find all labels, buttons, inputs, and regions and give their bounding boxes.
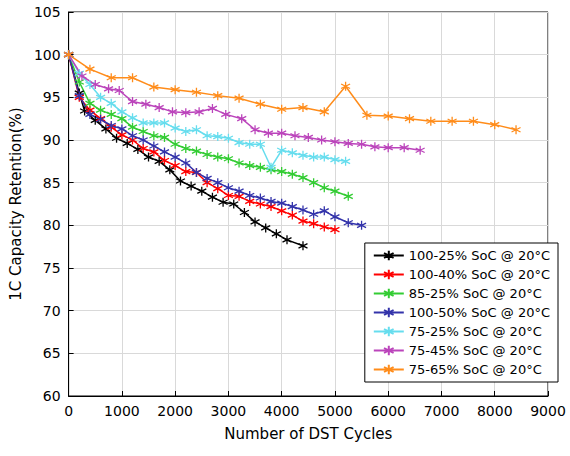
svg-text:Number of DST Cycles: Number of DST Cycles [224,425,392,443]
svg-text:9000: 9000 [530,403,566,419]
svg-text:1C Capacity Retention(%): 1C Capacity Retention(%) [7,107,25,300]
svg-text:75-25% SoC @ 20°C: 75-25% SoC @ 20°C [409,324,542,339]
svg-text:60: 60 [43,388,61,404]
svg-text:105: 105 [34,4,61,20]
svg-text:100-50% SoC @ 20°C: 100-50% SoC @ 20°C [409,305,550,320]
svg-text:75-45% SoC @ 20°C: 75-45% SoC @ 20°C [409,343,542,358]
svg-text:6000: 6000 [370,403,406,419]
svg-text:100-25% SoC @ 20°C: 100-25% SoC @ 20°C [409,248,550,263]
svg-text:65: 65 [43,345,61,361]
svg-text:100: 100 [34,47,61,63]
svg-text:75: 75 [43,260,61,276]
svg-text:7000: 7000 [424,403,460,419]
svg-text:85: 85 [43,175,61,191]
svg-text:70: 70 [43,303,61,319]
svg-text:2000: 2000 [157,403,193,419]
svg-text:100-40% SoC @ 20°C: 100-40% SoC @ 20°C [409,267,550,282]
svg-text:85-25% SoC @ 20°C: 85-25% SoC @ 20°C [409,286,542,301]
svg-text:95: 95 [43,89,61,105]
svg-text:80: 80 [43,217,61,233]
svg-text:4000: 4000 [264,403,300,419]
svg-text:5000: 5000 [317,403,353,419]
svg-text:75-65% SoC @ 20°C: 75-65% SoC @ 20°C [409,362,542,377]
svg-text:8000: 8000 [477,403,513,419]
svg-text:0: 0 [64,403,73,419]
svg-text:90: 90 [43,132,61,148]
svg-text:1000: 1000 [104,403,140,419]
svg-text:3000: 3000 [211,403,247,419]
